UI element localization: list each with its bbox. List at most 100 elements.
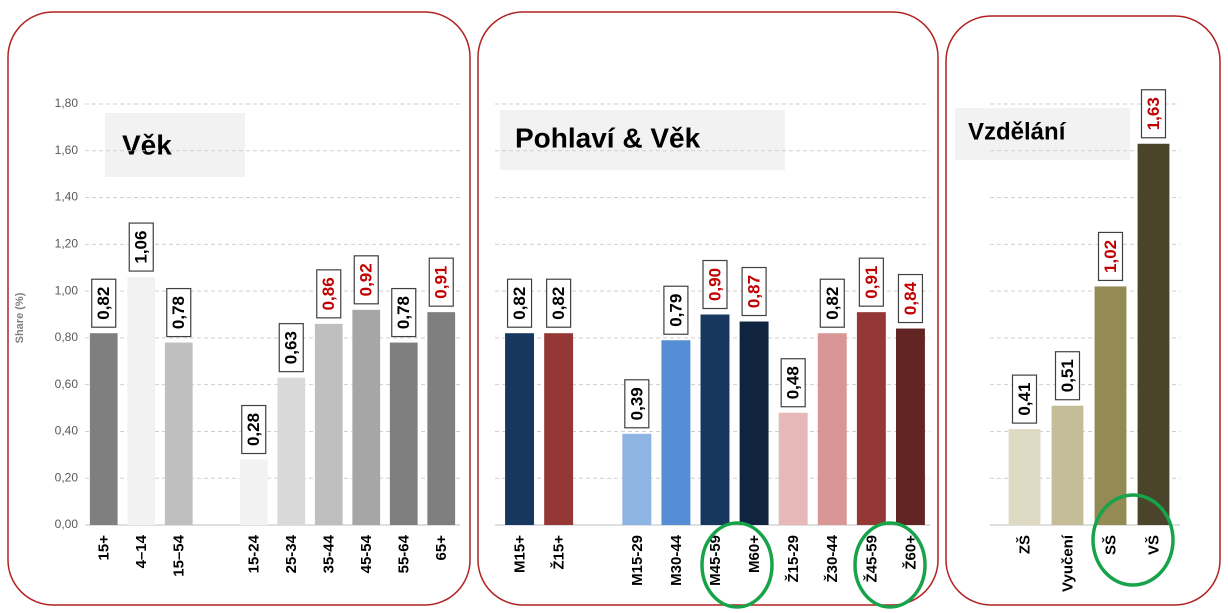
bar [389,342,418,525]
x-tick-label: Ž15+ [550,535,568,570]
x-tick-label: 45-54 [358,534,375,573]
bar [352,309,381,525]
bar [314,323,343,525]
panel-frame [477,11,939,606]
value-label-box [1097,231,1124,282]
value-label-box [391,287,417,338]
title-box [105,113,245,177]
y-tick-label: 1,60 [55,143,79,157]
y-axis-label: Share (%) [14,292,26,343]
value-label: 0,82 [510,287,529,320]
bar [89,333,118,525]
chart-title: Pohlaví & Věk [515,122,701,153]
value-label: 1,06 [132,231,151,264]
value-label: 0,90 [705,268,724,301]
value-label: 0,39 [627,387,646,420]
highlight-circle [700,521,774,609]
x-tick-label: M30-44 [668,534,685,586]
y-tick-label: 1,00 [55,283,79,297]
x-tick-label: 15–54 [171,534,188,576]
value-label-box [91,278,117,328]
y-tick-label: 1,20 [55,237,79,251]
x-tick-label: Vyučení [1059,534,1076,592]
value-label-box [506,278,533,328]
value-label-box [858,257,884,307]
chart-title: Věk [122,129,172,160]
y-tick-label: 0,80 [55,330,79,344]
value-label-box [624,379,650,429]
panel-frame [7,11,471,606]
bar [739,321,769,525]
y-tick-label: 0,00 [55,517,79,531]
bar [505,333,535,525]
value-label: 0,79 [666,294,685,327]
y-tick-label: 0,20 [55,470,79,484]
value-label: 1,02 [1101,240,1120,273]
bar [277,377,306,525]
value-label: 0,63 [282,331,301,364]
x-tick-label: M15-29 [629,535,646,586]
value-label-box [819,278,845,328]
bar [700,314,730,525]
x-tick-label: Ž45-59 [862,535,880,583]
bar [1051,405,1084,525]
x-tick-label: 25-34 [283,534,300,573]
x-tick-label: 35-44 [321,534,338,573]
y-tick-label: 0,40 [55,424,79,438]
x-tick-label: Ž30-44 [823,534,841,582]
value-label-box [663,285,689,335]
value-label: 0,87 [745,275,764,308]
bar [817,333,847,525]
bar [1137,143,1170,525]
x-tick-label: 65+ [433,535,450,561]
value-label: 0,86 [319,277,338,310]
x-tick-label: 15+ [96,535,113,561]
y-tick-label: 0,60 [55,377,79,391]
value-label-box [546,278,572,328]
bar [427,312,456,525]
value-label: 0,92 [357,263,376,296]
x-tick-label: Ž60+ [901,535,919,570]
x-tick-label: VŠ [1144,535,1162,555]
value-label: 0,51 [1058,359,1077,392]
plots: 0,00 0,20 0,40 0,60 0,80 1,00 1,20 1,40 1,60 1,80… [55,89,1180,592]
value-label: 0,28 [244,413,263,446]
value-label-box [353,255,379,305]
value-label-box [702,259,728,310]
value-label: 1,63 [1144,97,1163,130]
highlight-circle [853,521,927,609]
value-label-box [897,273,924,324]
bar [239,459,268,525]
value-label-box [166,287,192,338]
y-tick-label: 1,80 [55,96,79,110]
bar [127,277,156,525]
bar [895,328,925,525]
bar [1094,286,1127,525]
bar [856,312,886,525]
value-label: 0,82 [823,287,842,320]
value-label: 0,82 [94,287,113,320]
x-tick-label: M60+ [746,535,763,573]
bar [622,433,652,525]
bar [1008,429,1041,525]
value-label: 0,78 [169,296,188,329]
bar [544,333,574,525]
bar [164,342,193,525]
x-tick-label: SŠ [1101,535,1119,555]
x-tick-label: 4–14 [133,534,150,568]
title-box [955,108,1130,160]
bar [661,340,691,525]
chart-title: Vzdělání [968,118,1067,145]
x-tick-label: 55-64 [396,534,413,573]
x-tick-label: M15+ [512,535,529,573]
x-tick-label: Ž15-29 [784,535,802,583]
title-box [500,110,785,170]
value-label-box [780,358,806,408]
value-label-box [128,222,154,272]
value-label-box [1011,374,1038,424]
value-label: 0,78 [394,296,413,329]
value-label-box [1140,89,1167,139]
value-label: 0,91 [862,266,881,299]
bar [778,412,808,525]
